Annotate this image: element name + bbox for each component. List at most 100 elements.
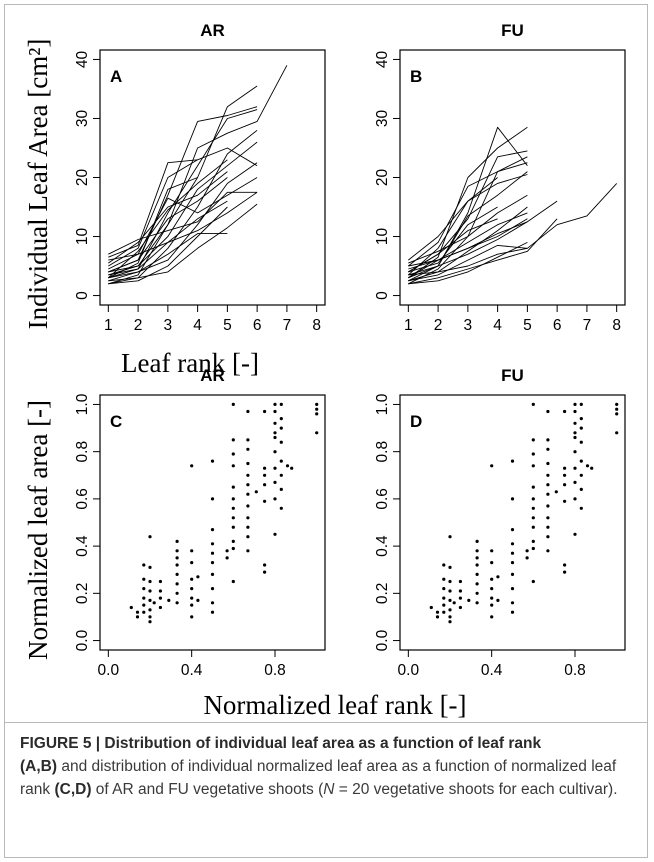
data-point-d [429,605,433,610]
data-point-d [563,499,567,503]
y-tick-label-b: 40 [374,50,391,68]
caption-n-symbol: N [323,781,335,798]
data-point-c [273,497,277,501]
data-point-d [573,431,577,435]
data-point-d [475,572,479,577]
data-point-d [448,615,452,619]
data-point-c [246,409,250,414]
data-point-d [510,601,515,605]
data-point-c [279,487,283,491]
data-point-c [273,435,277,440]
series-line-b-7 [408,183,618,282]
data-point-d [531,485,535,489]
caption-text-3: = 20 vegetative shoots for each cultivar… [334,781,618,798]
x-tick-label-b: 3 [464,317,473,334]
x-tick-label-a: 7 [283,317,292,334]
data-point-d [615,402,619,406]
data-point-c [142,596,146,600]
data-point-d [573,532,577,536]
data-point-d [475,601,479,605]
data-point-c [148,608,152,612]
series-line-b-8 [408,200,558,279]
data-point-c [135,615,140,619]
data-point-d [458,589,462,593]
data-point-c [279,473,283,477]
data-point-c [279,459,283,463]
data-point-c [231,525,235,529]
data-point-d [563,563,567,567]
x-tick-label-b: 4 [493,317,502,334]
data-point-d [490,587,494,591]
data-point-c [175,582,179,586]
data-point-d [579,487,583,491]
data-point-c [142,563,146,567]
data-point-c [142,603,146,607]
data-point-d [442,596,446,600]
series-line-a-8 [108,159,198,258]
data-point-d [579,402,583,406]
data-point-d [525,549,529,553]
y-tick-label-a: 20 [74,169,91,187]
data-point-c [148,535,152,539]
x-tick-label-b: 5 [523,317,532,334]
caption-panels-cd: (C,D) [54,781,92,798]
data-point-c [231,438,235,442]
caption-text-2: of AR and FU vegetative shoots ( [91,781,324,798]
data-point-c [263,483,267,487]
data-point-c [190,577,194,581]
y-tick-label-a: 40 [74,50,91,68]
data-point-d [546,483,550,487]
data-point-d [546,504,550,508]
data-point-c [231,579,235,584]
x-tick-label-d: 0.0 [398,662,420,679]
y-tick-label-d: 0.8 [374,441,391,463]
data-point-c [246,492,250,496]
plot-box-d [399,394,626,651]
data-point-c [175,591,179,595]
data-point-d [573,435,577,440]
data-point-c [175,549,179,553]
data-point-c [263,466,267,470]
x-tick-label-a: 5 [223,317,232,334]
x-tick-label-d: 0.4 [481,662,503,679]
data-point-c [148,598,152,603]
data-point-c [210,561,215,565]
data-point-d [435,615,440,619]
series-line-b-15 [408,212,528,279]
panel-letter-d: D [410,412,422,431]
data-point-c [279,506,283,510]
top-xlabel: Leaf rank [-] [121,348,259,378]
data-point-c [231,506,235,510]
data-point-c [315,402,319,406]
data-point-d [615,407,619,411]
series-line-b-13 [408,206,498,273]
data-point-c [246,483,250,487]
data-point-c [158,589,162,593]
data-point-d [490,561,494,565]
x-tick-label-c: 0.0 [98,662,120,679]
data-point-c [196,575,200,579]
data-point-d [531,506,535,510]
data-point-c [196,598,200,603]
data-point-d [563,466,567,470]
data-point-d [531,579,535,584]
data-point-d [490,596,494,600]
data-point-c [225,556,229,560]
data-point-c [263,570,267,574]
data-point-d [510,587,515,591]
data-point-d [563,570,567,574]
data-point-d [452,601,456,605]
plot-box-c [99,394,326,651]
series-line-a-20 [108,177,258,261]
data-point-d [546,549,550,553]
data-point-c [315,431,319,435]
y-tick-label-c: 1.0 [74,393,91,415]
data-point-c [158,596,162,600]
data-point-d [573,450,577,454]
x-tick-label-a: 1 [104,317,113,334]
data-point-c [263,563,267,567]
figure-frame [4,4,648,858]
data-point-c [210,542,215,546]
y-tick-label-a: 0 [74,291,91,300]
data-point-c [263,409,267,414]
